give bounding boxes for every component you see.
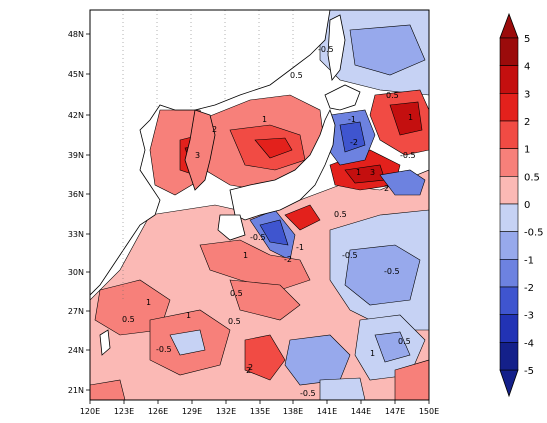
- colorbar-label: 0: [524, 200, 530, 211]
- contour-label: 2: [212, 125, 217, 134]
- contour-label: 3: [195, 151, 200, 160]
- colorbar-label: 1: [524, 145, 530, 156]
- contour-label: -0.5: [342, 251, 358, 260]
- colorbar-labels: 5 4 3 2 1 0.5 0 -0.5 -1 -2 -3 -4 -5: [524, 34, 544, 377]
- contour-label: -0.5: [318, 45, 334, 54]
- contour-label: -0.5: [300, 389, 316, 398]
- x-tick-label: 150E: [419, 407, 439, 416]
- contour-label: 0.5: [122, 315, 135, 324]
- contour-label: 0.5: [230, 289, 243, 298]
- y-tick-label: 27N: [68, 307, 84, 316]
- contour-label: -2: [284, 255, 292, 264]
- colorbar-bottom-arrow: [499, 369, 519, 398]
- contour-label: 3: [370, 168, 375, 177]
- x-tick-label: 126E: [148, 407, 168, 416]
- contour-label: 2: [384, 184, 389, 193]
- colorbar-segment: [499, 37, 519, 66]
- contour-label: 1: [186, 311, 191, 320]
- colorbar-label: -0.5: [524, 228, 544, 239]
- x-tick-label: 141E: [317, 407, 337, 416]
- colorbar-segment: [499, 120, 519, 149]
- grid-lines: [122, 10, 294, 300]
- plot-frame: [89, 9, 430, 401]
- contour-label: 0.5: [334, 210, 347, 219]
- x-tick-label: 123E: [114, 407, 134, 416]
- colorbar-label: 2: [524, 117, 530, 128]
- colorbar-label: 0.5: [524, 172, 540, 183]
- colorbar-segments: [499, 37, 519, 371]
- y-tick-label: 36N: [68, 190, 84, 199]
- colorbar: 5 4 3 2 1 0.5 0 -0.5 -1 -2 -3 -4 -5: [499, 12, 544, 398]
- colorbar-label: -4: [524, 338, 534, 349]
- colorbar-segment: [499, 342, 519, 371]
- colorbar-label: -1: [524, 255, 534, 266]
- colorbar-label: 5: [524, 34, 530, 45]
- contour-label: 1: [370, 349, 375, 358]
- contour-labels: -0.5 0.5 1 2 3 -1 -2 0.5 1 -0.5 2 1 3 -2…: [122, 45, 416, 398]
- x-tick-label: 147E: [385, 407, 405, 416]
- contour-label: 2: [248, 363, 253, 372]
- contour-label: 1: [262, 115, 267, 124]
- colorbar-top-arrow: [499, 12, 519, 39]
- colorbar-label: -2: [524, 283, 534, 294]
- x-tick-label: 135E: [250, 407, 270, 416]
- contour-label: 1: [356, 168, 361, 177]
- x-axis: 120E 123E 126E 129E 132E 135E 138E 141E …: [80, 400, 439, 416]
- contour-label: 0.5: [290, 71, 303, 80]
- colorbar-label: 3: [524, 89, 530, 100]
- contour-label: -1: [296, 243, 304, 252]
- colorbar-label: 4: [524, 62, 530, 73]
- y-tick-label: 21N: [68, 386, 84, 395]
- x-tick-label: 129E: [182, 407, 202, 416]
- colorbar-segment: [499, 93, 519, 122]
- y-tick-label: 48N: [68, 30, 84, 39]
- y-axis: 48N 45N 42N 39N 36N 33N 30N 27N 24N 21N: [68, 30, 90, 395]
- x-tick-label: 138E: [283, 407, 303, 416]
- contour-label: -0.5: [400, 151, 416, 160]
- colorbar-label: -3: [524, 311, 534, 322]
- y-tick-label: 30N: [68, 268, 84, 277]
- anomaly-field: [90, 10, 429, 400]
- contour-label: 0.5: [228, 317, 241, 326]
- land-masses: [90, 10, 361, 356]
- colorbar-segment: [499, 259, 519, 288]
- y-tick-label: 33N: [68, 230, 84, 239]
- x-tick-label: 120E: [80, 407, 100, 416]
- contour-label: -0.5: [250, 233, 266, 242]
- y-tick-label: 45N: [68, 70, 84, 79]
- contour-label: 1: [408, 113, 413, 122]
- colorbar-segment: [499, 65, 519, 94]
- contour-label: 0.5: [386, 91, 399, 100]
- y-tick-label: 42N: [68, 111, 84, 120]
- contour-label: 0.5: [398, 337, 411, 346]
- x-tick-label: 144E: [351, 407, 371, 416]
- x-tick-label: 132E: [216, 407, 236, 416]
- plot-area: -0.5 0.5 1 2 3 -1 -2 0.5 1 -0.5 2 1 3 -2…: [90, 10, 429, 400]
- contour-label: -0.5: [156, 345, 172, 354]
- colorbar-segment: [499, 231, 519, 260]
- y-tick-label: 24N: [68, 346, 84, 355]
- contour-label: 2: [246, 366, 251, 375]
- colorbar-segment: [499, 286, 519, 315]
- colorbar-label: -5: [524, 366, 534, 377]
- colorbar-segment: [499, 148, 519, 177]
- contour-label: -2: [350, 138, 358, 147]
- colorbar-segment: [499, 314, 519, 343]
- contour-label: -1: [348, 115, 356, 124]
- y-tick-label: 39N: [68, 151, 84, 160]
- colorbar-segment: [499, 203, 519, 232]
- colorbar-segment: [499, 176, 519, 205]
- contour-label: 1: [146, 298, 151, 307]
- contour-label: 1: [243, 251, 248, 260]
- contour-label: -0.5: [384, 267, 400, 276]
